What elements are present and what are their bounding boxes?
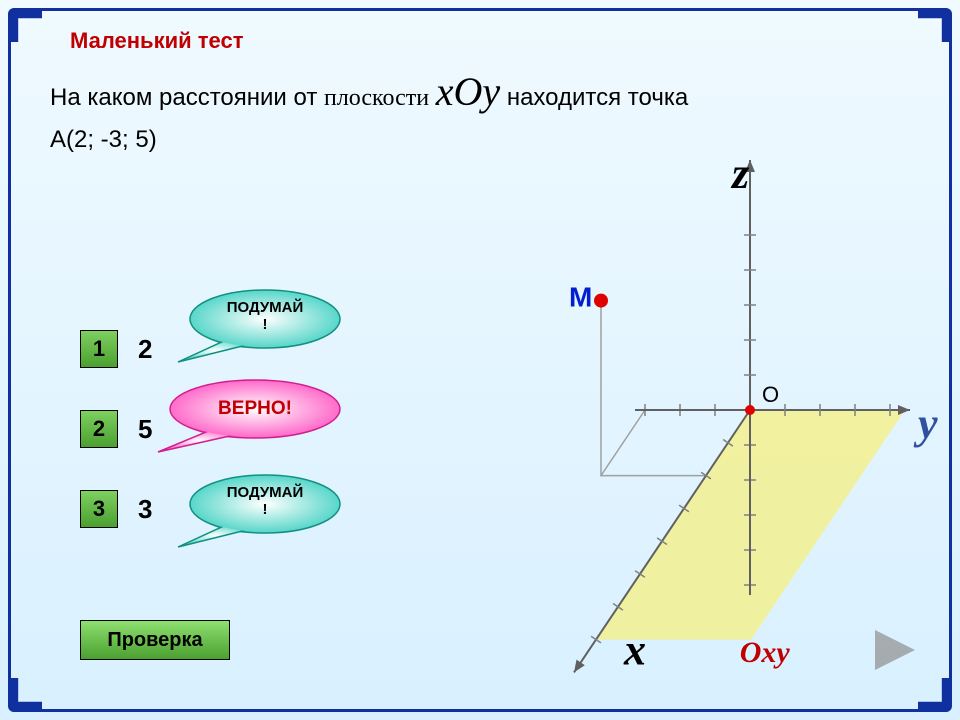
- option-value-2: 5: [138, 414, 152, 445]
- option-button-1[interactable]: 1: [80, 330, 118, 368]
- plane-label: Oxy: [740, 636, 791, 669]
- point-m-dot: [594, 294, 608, 308]
- option-row-3: 3 3: [80, 490, 152, 528]
- check-button[interactable]: Проверка: [80, 620, 230, 660]
- point-m-label: M: [569, 282, 592, 313]
- axis-label-z: z: [730, 149, 749, 198]
- feedback-correct-bubble: ВЕРНО!: [170, 380, 340, 458]
- corner-decoration: [8, 678, 42, 712]
- question-plane-word: плоскости: [324, 85, 429, 111]
- projection-box: [601, 410, 706, 476]
- origin-label: O: [762, 382, 779, 407]
- axis-label-y: y: [913, 399, 938, 448]
- corner-decoration: [8, 8, 42, 42]
- axis-label-x: x: [623, 625, 646, 674]
- slide-title: Маленький тест: [70, 28, 243, 54]
- option-value-1: 2: [138, 334, 152, 365]
- option-row-2: 2 5: [80, 410, 152, 448]
- question-part2: находится точка: [507, 84, 688, 111]
- feedback-think-bubble: ПОДУМАЙ!: [190, 475, 340, 553]
- origin-dot: [745, 405, 755, 415]
- option-button-2[interactable]: 2: [80, 410, 118, 448]
- question-point: А(2; -3; 5): [50, 126, 157, 153]
- coordinate-diagram: x y z O M Oxy: [410, 140, 940, 710]
- option-row-1: 1 2: [80, 330, 152, 368]
- option-button-3[interactable]: 3: [80, 490, 118, 528]
- option-value-3: 3: [138, 494, 152, 525]
- corner-decoration: [918, 8, 952, 42]
- question-part1: На каком расстоянии от: [50, 84, 324, 111]
- feedback-think-bubble: ПОДУМАЙ!: [190, 290, 340, 368]
- question-plane-math: xOy: [436, 69, 500, 114]
